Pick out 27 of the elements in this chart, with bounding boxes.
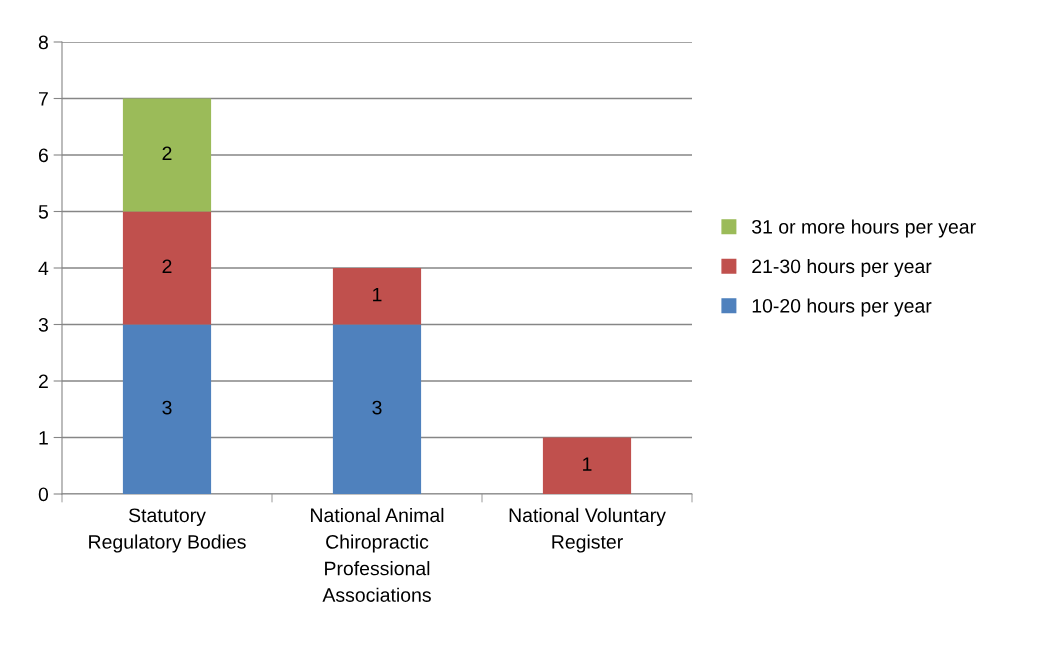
bar (332, 268, 422, 325)
bar (122, 324, 212, 494)
legend-label: 21-30 hours per year (752, 258, 932, 278)
bar (332, 324, 422, 494)
data-label: 2 (162, 146, 172, 161)
bar (122, 211, 212, 325)
x-tick-label: National Voluntary Register (509, 507, 666, 553)
legend-label: 31 or more hours per year (752, 219, 976, 238)
data-label: 1 (583, 457, 592, 471)
legend-label: 10-20 hours per year (752, 298, 932, 317)
y-tick-label: 3 (38, 317, 48, 332)
data-label: 3 (162, 400, 172, 415)
data-label: 2 (162, 259, 172, 274)
bar (542, 437, 632, 494)
x-tick-label: Statutory Regulatory Bodies (89, 508, 246, 553)
y-tick-label: 1 (39, 431, 48, 445)
bar (122, 98, 212, 212)
y-tick-label: 2 (38, 374, 48, 389)
y-tick-label: 0 (38, 487, 49, 502)
y-tick-label: 7 (38, 92, 48, 106)
x-tick-label: National Animal Chiropractic Professional Associations (311, 507, 444, 602)
y-tick-label: 4 (38, 261, 49, 276)
y-tick-label: 6 (38, 148, 48, 163)
data-label: 1 (373, 287, 382, 302)
y-tick-label: 8 (38, 35, 48, 50)
y-tick-label: 5 (38, 205, 48, 219)
data-label: 3 (372, 400, 382, 415)
